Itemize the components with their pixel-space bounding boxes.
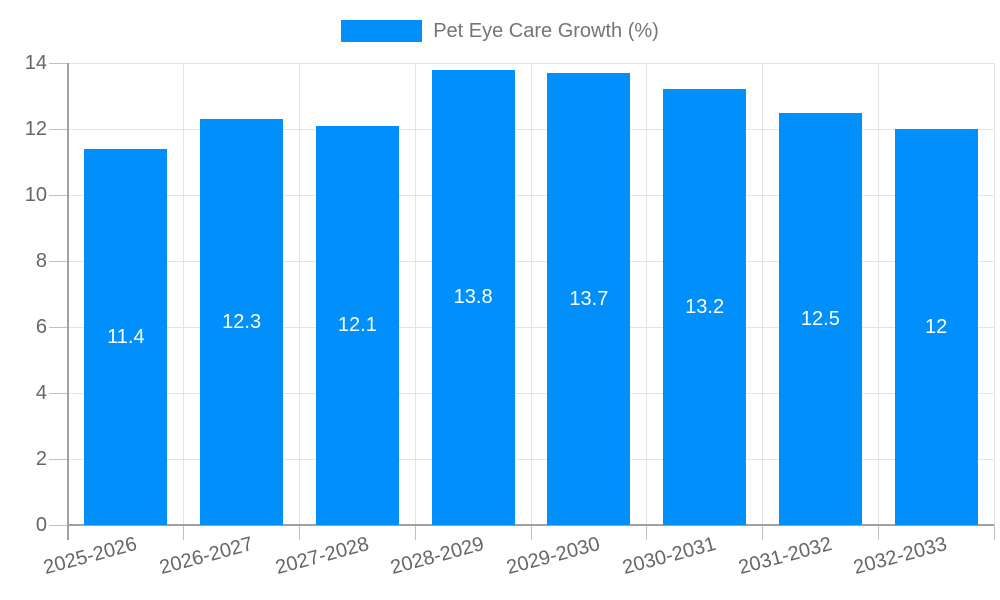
x-tick — [993, 525, 995, 540]
x-axis-label: 2025-2026 — [41, 533, 140, 580]
y-tick — [49, 260, 68, 262]
bar[interactable] — [315, 125, 399, 525]
bar-value-label: 12.1 — [337, 314, 377, 337]
x-tick — [299, 525, 300, 540]
x-gridline — [183, 63, 185, 525]
y-tick — [49, 326, 68, 328]
bar[interactable] — [200, 119, 284, 525]
bar-value-label: 12.5 — [800, 307, 840, 330]
x-tick — [183, 525, 185, 540]
y-axis-label: 6 — [35, 316, 47, 338]
x-gridline — [299, 63, 300, 525]
y-tick — [49, 128, 68, 130]
x-gridline — [877, 63, 879, 525]
bar-value-label: 12.3 — [222, 311, 262, 334]
y-axis-label: 14 — [24, 52, 47, 74]
x-tick — [530, 525, 532, 540]
y-axis-label: 4 — [35, 382, 47, 404]
y-tick — [49, 392, 68, 394]
bar[interactable] — [778, 112, 862, 525]
y-tick — [49, 524, 68, 526]
x-gridline — [762, 63, 763, 525]
bar[interactable] — [663, 89, 747, 525]
y-axis-label: 0 — [35, 514, 47, 536]
y-tick — [49, 458, 68, 460]
x-axis-label: 2026-2027 — [157, 533, 256, 580]
legend-swatch — [341, 20, 423, 42]
x-gridline — [993, 63, 995, 525]
x-gridline — [530, 63, 532, 525]
y-axis-label: 12 — [24, 118, 47, 140]
bar-value-label: 12 — [925, 316, 948, 338]
x-tick — [646, 525, 648, 540]
legend[interactable]: Pet Eye Care Growth (%) — [0, 20, 1000, 42]
bar[interactable] — [547, 72, 631, 525]
bar[interactable] — [84, 148, 168, 525]
x-gridline — [646, 63, 648, 525]
bar-value-label: 13.2 — [685, 296, 725, 319]
x-axis-label: 2030-2031 — [620, 533, 719, 580]
y-axis-label: 2 — [35, 448, 47, 470]
y-axis-line — [66, 63, 69, 540]
y-tick — [49, 62, 68, 64]
x-axis-label: 2027-2028 — [272, 533, 372, 580]
bar-value-label: 11.4 — [107, 325, 145, 348]
legend-label: Pet Eye Care Growth (%) — [433, 20, 659, 42]
x-axis-label: 2032-2033 — [851, 533, 950, 580]
x-axis-label: 2031-2032 — [735, 533, 835, 580]
y-tick — [49, 194, 68, 196]
x-tick — [877, 525, 879, 540]
y-axis-label: 10 — [24, 184, 47, 206]
bar[interactable] — [894, 129, 978, 525]
x-axis-label: 2029-2030 — [504, 533, 603, 580]
bar[interactable] — [431, 69, 515, 525]
bar-value-label: 13.7 — [569, 287, 609, 310]
x-axis-label: 2028-2029 — [388, 533, 487, 580]
y-axis-label: 8 — [35, 250, 47, 272]
x-tick — [762, 525, 763, 540]
bar-value-label: 13.8 — [453, 286, 493, 309]
x-axis-line — [68, 524, 994, 526]
x-tick — [414, 525, 416, 540]
x-gridline — [414, 63, 416, 525]
